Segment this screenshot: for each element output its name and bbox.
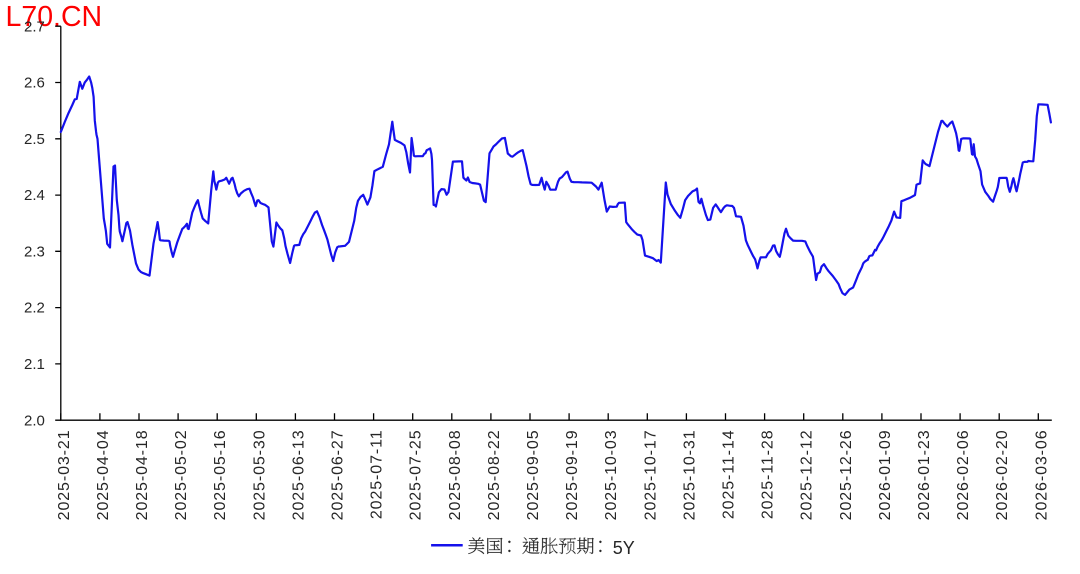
svg-text:2025-08-08: 2025-08-08 [447, 430, 464, 521]
svg-text:2.0: 2.0 [24, 412, 45, 429]
svg-text:2025-05-16: 2025-05-16 [212, 430, 229, 521]
svg-text:2026-02-20: 2026-02-20 [994, 430, 1011, 521]
svg-text:2026-03-06: 2026-03-06 [1033, 430, 1050, 521]
svg-text:2026-02-06: 2026-02-06 [955, 430, 972, 521]
svg-text:2025-09-19: 2025-09-19 [564, 430, 581, 521]
svg-text:2025-10-17: 2025-10-17 [642, 430, 659, 521]
svg-text:2025-11-14: 2025-11-14 [721, 430, 738, 520]
svg-text:2.5: 2.5 [24, 131, 45, 148]
svg-text:2026-01-09: 2026-01-09 [877, 430, 894, 521]
svg-text:2.6: 2.6 [24, 75, 45, 92]
svg-text:2025-06-13: 2025-06-13 [290, 430, 307, 521]
svg-text:5Y: 5Y [613, 538, 635, 558]
svg-text:2025-12-12: 2025-12-12 [799, 430, 816, 521]
svg-text:L70.CN: L70.CN [6, 1, 103, 33]
svg-text:2025-10-31: 2025-10-31 [681, 430, 698, 521]
svg-text:2025-10-03: 2025-10-03 [603, 430, 620, 521]
svg-text:2.1: 2.1 [24, 356, 45, 373]
svg-text:2.7: 2.7 [24, 18, 45, 35]
svg-text:2025-04-04: 2025-04-04 [95, 430, 112, 521]
svg-text:2025-05-30: 2025-05-30 [251, 430, 268, 521]
svg-text:2025-07-25: 2025-07-25 [408, 430, 425, 521]
svg-text:2025-03-21: 2025-03-21 [56, 430, 73, 521]
svg-text:2025-12-26: 2025-12-26 [838, 430, 855, 521]
svg-text:2025-06-27: 2025-06-27 [330, 430, 347, 521]
svg-text:2026-01-23: 2026-01-23 [916, 430, 933, 521]
svg-text:2025-04-18: 2025-04-18 [134, 430, 151, 521]
svg-text:2025-08-22: 2025-08-22 [486, 430, 503, 521]
svg-text:2025-11-28: 2025-11-28 [760, 430, 777, 520]
svg-text:2.4: 2.4 [24, 187, 45, 204]
svg-text:2025-05-02: 2025-05-02 [173, 430, 190, 521]
svg-text:2.2: 2.2 [24, 300, 45, 317]
svg-text:2025-07-11: 2025-07-11 [369, 430, 386, 520]
svg-text:2025-09-05: 2025-09-05 [525, 430, 542, 521]
svg-text:2.3: 2.3 [24, 243, 45, 260]
